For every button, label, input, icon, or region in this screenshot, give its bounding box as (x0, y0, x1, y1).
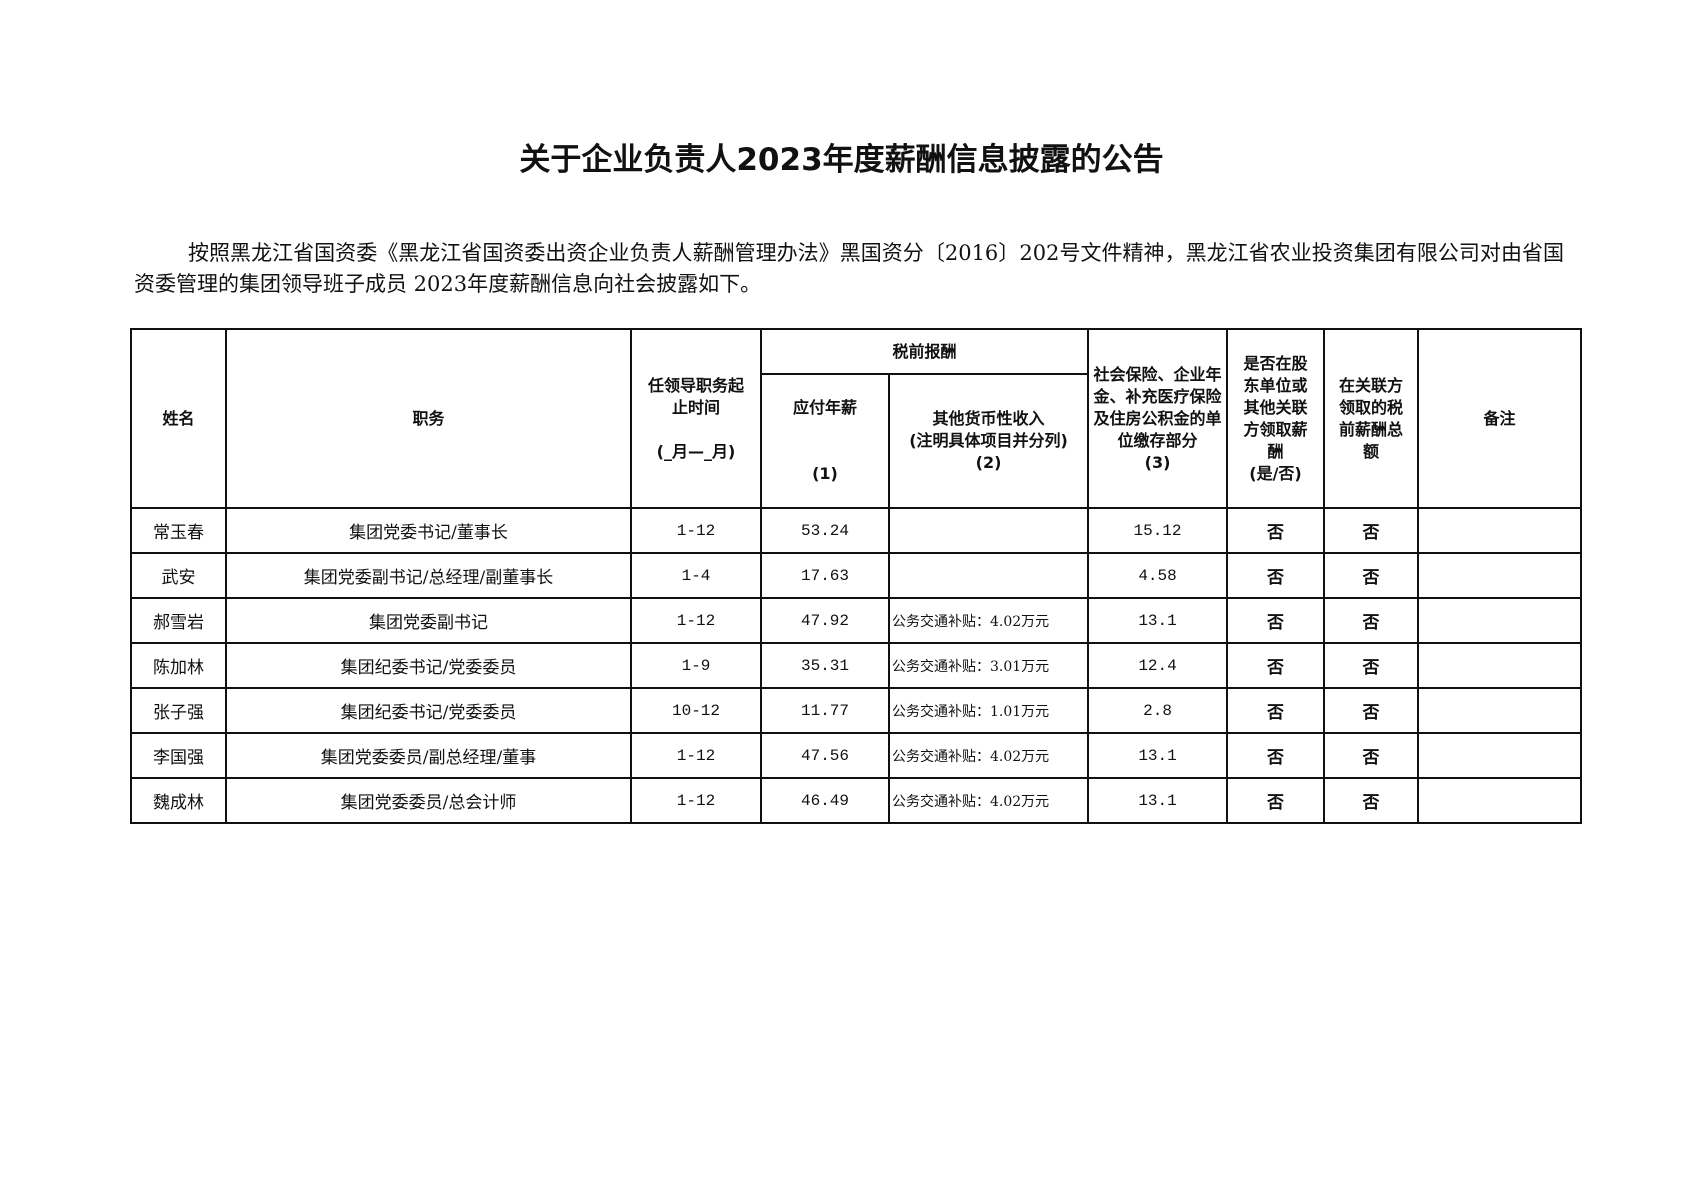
header-salary: 应付年薪 (1) (760, 373, 890, 509)
table-row: 张子强 集团纪委书记/党委委员 10-12 11.77 公务交通补贴：1.01万元 2.8… (130, 687, 1583, 734)
cell-name: 张子强 (130, 687, 227, 734)
cell-related: 否 (1323, 732, 1420, 779)
header-remark: 备注 (1417, 328, 1583, 509)
cell-term: 1-12 (630, 732, 762, 779)
cell-other: 公务交通补贴：4.02万元 (887, 597, 1090, 644)
header-name: 姓名 (130, 328, 227, 509)
cell-remark (1417, 777, 1583, 824)
header-shareholder: 是否在股东单位或其他关联方领取薪酬 (是/否) (1226, 328, 1326, 509)
cell-related: 否 (1323, 642, 1420, 689)
cell-position: 集团党委委员/总会计师 (225, 777, 632, 824)
cell-term: 1-4 (630, 552, 762, 599)
cell-shareholder: 否 (1226, 597, 1326, 644)
header-social: 社会保险、企业年金、补充医疗保险及住房公积金的单位缴存部分 (3) (1087, 328, 1229, 509)
cell-name: 武安 (130, 552, 227, 599)
cell-position: 集团纪委书记/党委委员 (225, 687, 632, 734)
cell-social: 2.8 (1087, 687, 1229, 734)
cell-remark (1417, 732, 1583, 779)
cell-position: 集团党委书记/董事长 (225, 507, 632, 554)
cell-salary: 35.31 (760, 642, 890, 689)
cell-position: 集团党委委员/副总经理/董事 (225, 732, 632, 779)
cell-related: 否 (1323, 687, 1420, 734)
cell-salary: 47.92 (760, 597, 890, 644)
header-related: 在关联方领取的税前薪酬总额 (1323, 328, 1420, 509)
cell-social: 12.4 (1087, 642, 1229, 689)
header-social-no: (3) (1144, 452, 1171, 472)
table-row: 李国强 集团党委委员/副总经理/董事 1-12 47.56 公务交通补贴：4.02万元 1… (130, 732, 1583, 779)
cell-name: 魏成林 (130, 777, 227, 824)
cell-social: 13.1 (1087, 777, 1229, 824)
cell-social: 13.1 (1087, 597, 1229, 644)
cell-social: 4.58 (1087, 552, 1229, 599)
header-other-note: (注明具体项目并分列) (909, 431, 1068, 450)
header-pretax: 税前报酬 (759, 328, 1090, 375)
cell-shareholder: 否 (1226, 777, 1326, 824)
cell-other: 公务交通补贴：1.01万元 (887, 687, 1090, 734)
cell-other (887, 552, 1090, 599)
cell-remark (1417, 687, 1583, 734)
cell-other: 公务交通补贴：3.01万元 (887, 642, 1090, 689)
header-shareholder-label: 是否在股东单位或其他关联方领取薪酬 (1243, 353, 1308, 461)
page-title: 关于企业负责人2023年度薪酬信息披露的公告 (519, 142, 1164, 178)
cell-salary: 46.49 (760, 777, 890, 824)
header-salary-label: 应付年薪 (792, 398, 857, 417)
cell-name: 陈加林 (130, 642, 227, 689)
cell-remark (1417, 552, 1583, 599)
cell-salary: 53.24 (760, 507, 890, 554)
cell-name: 常玉春 (130, 507, 227, 554)
cell-remark (1417, 507, 1583, 554)
cell-social: 13.1 (1087, 732, 1229, 779)
cell-other (887, 507, 1090, 554)
header-social-label: 社会保险、企业年金、补充医疗保险及住房公积金的单位缴存部分 (1093, 364, 1222, 450)
cell-related: 否 (1323, 597, 1420, 644)
cell-term: 1-12 (630, 507, 762, 554)
cell-shareholder: 否 (1226, 732, 1326, 779)
cell-shareholder: 否 (1226, 507, 1326, 554)
cell-related: 否 (1323, 552, 1420, 599)
cell-position: 集团纪委书记/党委委员 (225, 642, 632, 689)
intro-paragraph: 按照黑龙江省国资委《黑龙江省国资委出资企业负责人薪酬管理办法》黑国资分〔2016… (134, 241, 1564, 296)
cell-salary: 11.77 (760, 687, 890, 734)
header-term-label: 任领导职务起止时间 (648, 375, 745, 417)
header-related-label: 在关联方领取的税前薪酬总额 (1339, 375, 1404, 461)
cell-salary: 47.56 (760, 732, 890, 779)
cell-other: 公务交通补贴：4.02万元 (887, 732, 1090, 779)
table-row: 郝雪岩 集团党委副书记 1-12 47.92 公务交通补贴：4.02万元 13.1 否否 (130, 597, 1583, 644)
cell-name: 李国强 (130, 732, 227, 779)
cell-related: 否 (1323, 777, 1420, 824)
cell-related: 否 (1323, 507, 1420, 554)
cell-shareholder: 否 (1226, 642, 1326, 689)
cell-name: 郝雪岩 (130, 597, 227, 644)
header-term-unit: (_月—_月) (656, 441, 736, 461)
cell-position: 集团党委副书记 (225, 597, 632, 644)
cell-salary: 17.63 (760, 552, 890, 599)
header-other: 其他货币性收入 (注明具体项目并分列) (2) (887, 373, 1090, 509)
cell-other: 公务交通补贴：4.02万元 (887, 777, 1090, 824)
cell-term: 1-12 (630, 597, 762, 644)
table-row: 常玉春 集团党委书记/董事长 1-12 53.24 15.12 否否 (130, 507, 1583, 554)
table-row: 陈加林 集团纪委书记/党委委员 1-9 35.31 公务交通补贴：3.01万元 12.4 否… (130, 642, 1583, 689)
cell-shareholder: 否 (1226, 552, 1326, 599)
header-shareholder-yn: (是/否) (1249, 463, 1302, 483)
cell-social: 15.12 (1087, 507, 1229, 554)
header-salary-no: (1) (812, 464, 838, 483)
cell-shareholder: 否 (1226, 687, 1326, 734)
cell-remark (1417, 642, 1583, 689)
header-position: 职务 (225, 328, 632, 509)
cell-remark (1417, 597, 1583, 644)
header-term: 任领导职务起止时间 (_月—_月) (630, 328, 762, 509)
header-other-no: (2) (975, 453, 1002, 472)
cell-term: 1-9 (630, 642, 762, 689)
salary-table: 姓名 职务 任领导职务起止时间 (_月—_月) 税前报酬 社会保险、企业年金、补充… (130, 328, 1583, 824)
header-other-label: 其他货币性收入 (932, 409, 1045, 428)
cell-position: 集团党委副书记/总经理/副董事长 (225, 552, 632, 599)
cell-term: 1-12 (630, 777, 762, 824)
table-row: 武安 集团党委副书记/总经理/副董事长 1-4 17.63 4.58 否否 (130, 552, 1583, 599)
cell-term: 10-12 (630, 687, 762, 734)
table-row: 魏成林 集团党委委员/总会计师 1-12 46.49 公务交通补贴：4.02万元 13.1… (130, 777, 1583, 824)
